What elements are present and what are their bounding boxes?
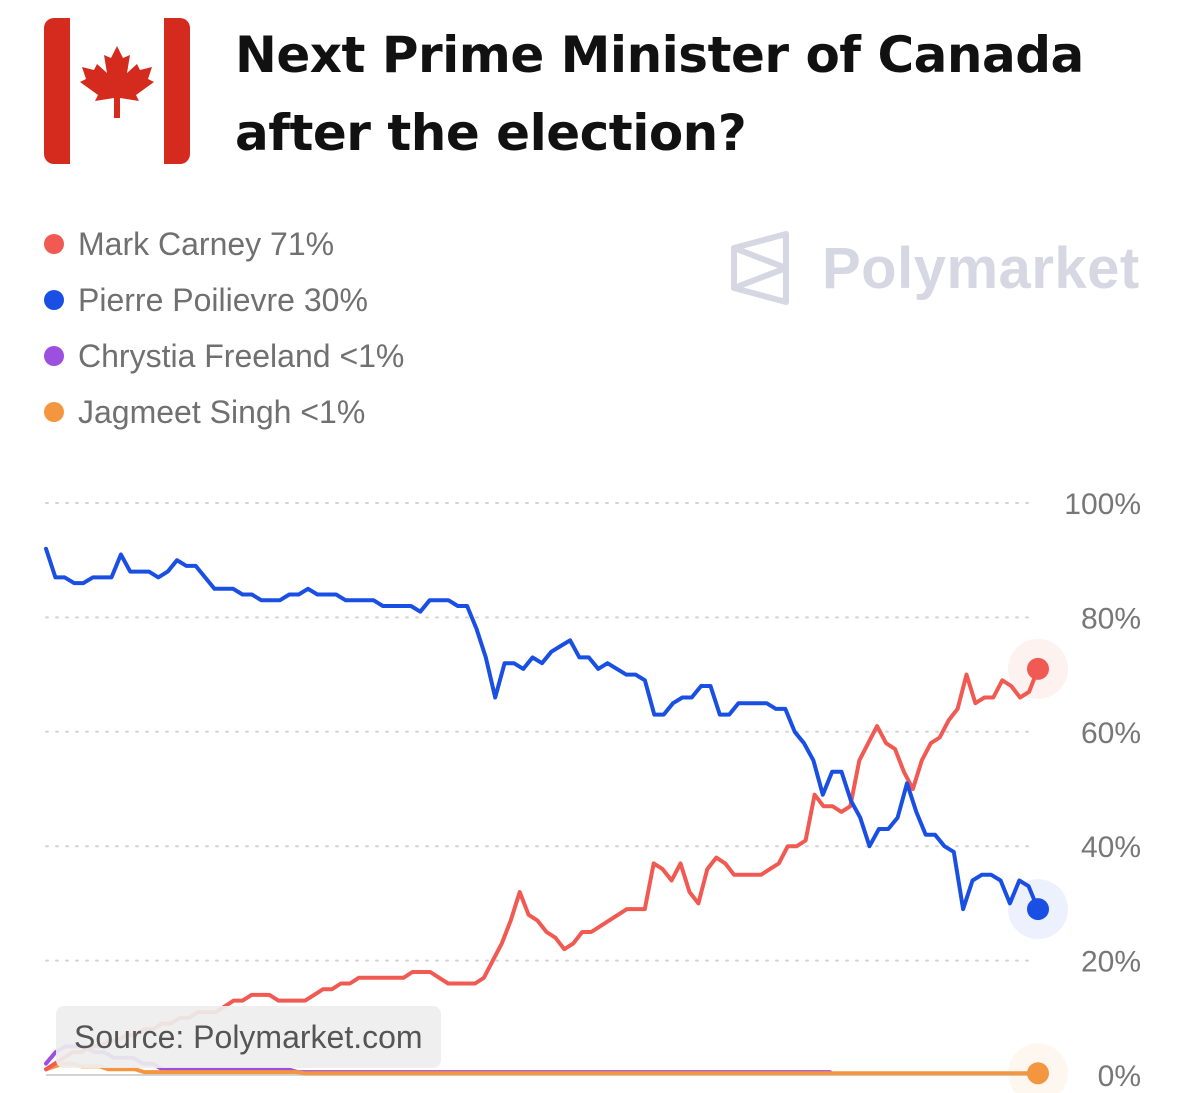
- legend-dot-singh: [44, 402, 64, 422]
- canada-flag-icon: [44, 18, 190, 164]
- legend-label-singh: Jagmeet Singh <1%: [78, 393, 366, 430]
- y-tick-label-4: 80%: [1081, 602, 1141, 635]
- title-line-2: after the election?: [235, 104, 747, 162]
- brand-name: Polymarket: [822, 235, 1140, 301]
- y-tick-label-1: 20%: [1081, 946, 1141, 979]
- source-label: Source: Polymarket.com: [56, 1006, 441, 1068]
- y-tick-label-3: 60%: [1081, 717, 1141, 750]
- legend-item-freeland: Chrystia Freeland <1%: [44, 328, 404, 384]
- legend-label-carney: Mark Carney 71%: [78, 225, 335, 262]
- end-point-carney: [1027, 657, 1049, 680]
- legend-label-poilievre: Pierre Poilievre 30%: [78, 281, 368, 318]
- series-line-poilievre: [44, 546, 1040, 912]
- legend-item-singh: Jagmeet Singh <1%: [44, 384, 404, 440]
- y-tick-label-2: 40%: [1081, 831, 1141, 864]
- legend-item-poilievre: Pierre Poilievre 30%: [44, 272, 404, 328]
- chart-legend: Mark Carney 71% Pierre Poilievre 30% Chr…: [44, 216, 404, 440]
- polymarket-logo-icon: [731, 231, 789, 305]
- legend-label-freeland: Chrystia Freeland <1%: [78, 337, 405, 374]
- page-title: Next Prime Minister of Canada after the …: [235, 16, 1165, 172]
- end-point-poilievre: [1027, 898, 1049, 921]
- y-tick-label-5: 100%: [1064, 488, 1141, 521]
- legend-item-carney: Mark Carney 71%: [44, 216, 404, 272]
- legend-dot-poilievre: [44, 290, 64, 310]
- series-line-singh: [44, 1061, 1040, 1076]
- y-tick-label-0: 0%: [1098, 1060, 1141, 1093]
- end-point-singh: [1027, 1062, 1049, 1085]
- polymarket-watermark: Polymarket: [728, 230, 1140, 306]
- title-line-1: Next Prime Minister of Canada: [235, 26, 1084, 84]
- legend-dot-freeland: [44, 346, 64, 366]
- legend-dot-carney: [44, 234, 64, 254]
